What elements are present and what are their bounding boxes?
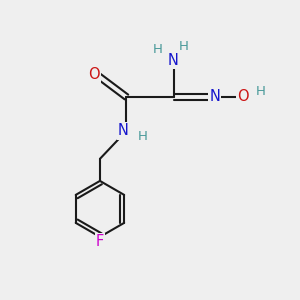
Text: N: N [118, 123, 129, 138]
Text: N: N [209, 89, 220, 104]
Text: H: H [256, 85, 266, 98]
Text: H: H [179, 40, 189, 53]
Text: N: N [168, 53, 179, 68]
Text: O: O [88, 68, 100, 82]
Text: H: H [138, 130, 148, 143]
Text: O: O [237, 89, 249, 104]
Text: H: H [152, 44, 162, 56]
Text: F: F [96, 234, 104, 249]
